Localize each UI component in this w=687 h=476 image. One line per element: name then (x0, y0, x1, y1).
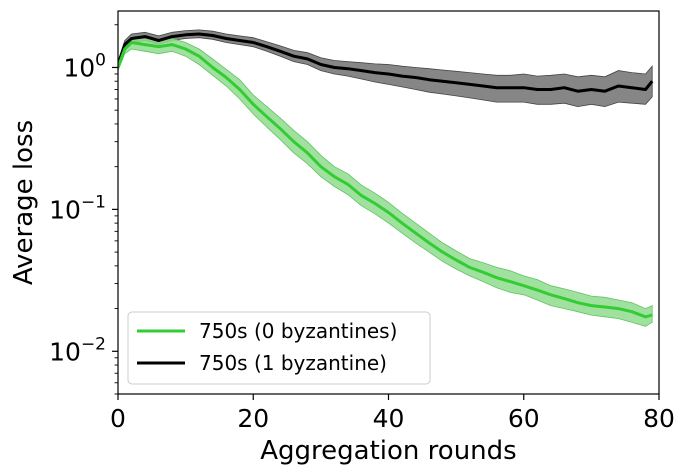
legend-label-1-byzantine: 750s (1 byzantine) (199, 351, 387, 375)
plot-series-group (118, 29, 654, 327)
x-tick-label: 40 (373, 404, 405, 433)
legend: 750s (0 byzantines) 750s (1 byzantine) (127, 311, 431, 385)
y-tick-label: 10−2 (49, 334, 106, 366)
legend-label-0-byzantines: 750s (0 byzantines) (199, 319, 397, 343)
x-axis-title: Aggregation rounds (260, 436, 516, 466)
y-axis-ticks: 10−2 10−1 100 (49, 24, 118, 395)
series-line-1-byzantine (118, 32, 654, 93)
y-tick-label: 10−1 (49, 192, 106, 224)
x-tick-label: 20 (237, 404, 269, 433)
x-axis-ticks: 0 20 40 60 80 (110, 394, 675, 433)
series-line-0-byzantines (118, 41, 653, 319)
x-tick-label: 60 (508, 404, 540, 433)
legend-box (127, 311, 431, 385)
x-tick-label: 0 (110, 404, 126, 433)
x-tick-label: 80 (643, 404, 675, 433)
y-tick-label: 100 (63, 50, 106, 82)
y-axis-title: Average loss (9, 120, 39, 285)
confidence-band-0-byzantines (118, 36, 653, 327)
